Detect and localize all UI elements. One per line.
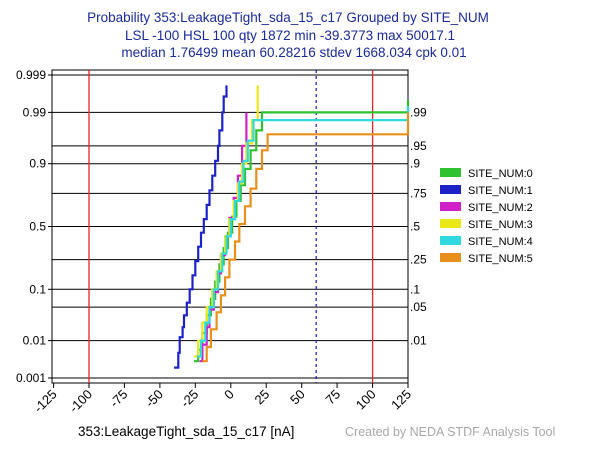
x-tick-label: 50 bbox=[287, 387, 308, 408]
x-tick-label: -75 bbox=[107, 387, 131, 411]
legend: SITE_NUM:0 SITE_NUM:1 SITE_NUM:2 SITE_NUM:3… bbox=[440, 168, 533, 265]
y-left-tick-label: 0.5 bbox=[29, 220, 46, 234]
y-right-tick-label: .5 bbox=[410, 220, 420, 234]
y-left-tick-label: 0.01 bbox=[23, 334, 47, 348]
x-tick-label: 0 bbox=[221, 387, 237, 403]
x-tick-label: 125 bbox=[388, 387, 414, 413]
legend-swatch-site-1 bbox=[440, 185, 461, 194]
y-axis-right-ticks: .01 .05 .1 .25 .5 .75 .9 .95 .99 bbox=[410, 105, 427, 347]
y-right-tick-label: .01 bbox=[410, 334, 427, 348]
legend-label-site-1: SITE_NUM:1 bbox=[468, 185, 533, 197]
y-right-tick-label: .95 bbox=[410, 139, 427, 153]
y-right-tick-label: .05 bbox=[410, 300, 427, 314]
y-right-tick-label: .1 bbox=[410, 282, 420, 296]
series-line-site-4 bbox=[196, 106, 410, 358]
x-tick-label: 25 bbox=[251, 387, 272, 408]
legend-swatch-site-0 bbox=[440, 168, 461, 177]
limit-lines bbox=[88, 70, 374, 383]
chart-subtitle-line-2: median 1.76499 mean 60.28216 stdev 1668.… bbox=[121, 45, 466, 60]
series-line-site-1 bbox=[174, 85, 228, 369]
legend-label-site-5: SITE_NUM:5 bbox=[468, 253, 533, 265]
chart-subtitle-line-1: LSL -100 HSL 100 qty 1872 min -39.3773 m… bbox=[125, 28, 455, 43]
x-tick-label: -50 bbox=[142, 387, 166, 411]
watermark-text: Created by NEDA STDF Analysis Tool bbox=[345, 425, 555, 439]
legend-label-site-0: SITE_NUM:0 bbox=[468, 168, 533, 180]
watermark-overlay-text: 知乎 @mukuchi bbox=[458, 433, 564, 450]
legend-label-site-3: SITE_NUM:3 bbox=[468, 219, 533, 231]
series-line-site-5 bbox=[202, 112, 410, 363]
data-series bbox=[174, 85, 410, 369]
y-left-tick-label: 0.1 bbox=[29, 282, 46, 296]
x-tick-label: -100 bbox=[66, 387, 95, 416]
y-right-tick-label: .9 bbox=[410, 157, 420, 171]
y-right-tick-label: .99 bbox=[410, 105, 427, 119]
x-axis-label: 353:LeakageTight_sda_15_c17 [nA] bbox=[78, 424, 294, 439]
y-right-tick-label: .75 bbox=[410, 186, 427, 200]
x-tick-label: -25 bbox=[178, 387, 202, 411]
y-left-tick-label: 0.999 bbox=[16, 68, 46, 82]
y-axis-left-ticks: 0.001 0.01 0.1 0.5 0.9 0.99 0.999 bbox=[16, 68, 52, 385]
legend-swatch-site-5 bbox=[440, 253, 461, 262]
y-left-tick-label: 0.9 bbox=[29, 157, 46, 171]
legend-swatch-site-2 bbox=[440, 202, 461, 211]
x-axis-ticks: -125 -100 -75 -50 -25 0 25 50 75 100 125 bbox=[31, 383, 414, 416]
y-left-tick-label: 0.99 bbox=[23, 105, 47, 119]
x-tick-label: 75 bbox=[322, 387, 343, 408]
x-tick-label: 100 bbox=[353, 387, 379, 413]
y-left-tick-label: 0.001 bbox=[16, 371, 46, 385]
legend-label-site-4: SITE_NUM:4 bbox=[468, 236, 533, 248]
legend-swatch-site-4 bbox=[440, 236, 461, 245]
legend-swatch-site-3 bbox=[440, 219, 461, 228]
chart-title: Probability 353:LeakageTight_sda_15_c17 … bbox=[87, 10, 489, 25]
y-right-tick-label: .25 bbox=[410, 253, 427, 267]
x-tick-label: -125 bbox=[31, 387, 60, 416]
gridlines bbox=[52, 74, 408, 379]
legend-label-site-2: SITE_NUM:2 bbox=[468, 202, 533, 214]
